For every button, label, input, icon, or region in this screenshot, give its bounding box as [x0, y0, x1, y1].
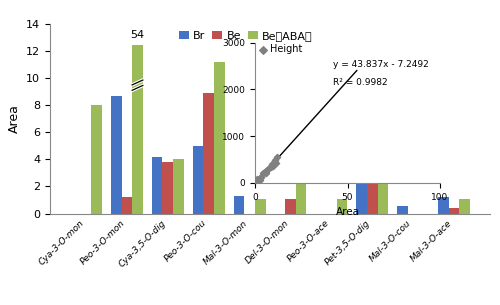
Point	[269, 164, 277, 169]
Point	[266, 165, 274, 170]
Point	[272, 155, 280, 160]
Text: y = 43.837x - 7.2492: y = 43.837x - 7.2492	[332, 59, 428, 69]
Legend: Br, Be, Be（ABA）: Br, Be, Be（ABA）	[174, 26, 318, 45]
Bar	[204, 93, 214, 214]
Bar	[285, 199, 296, 214]
Point	[263, 167, 271, 172]
Point	[260, 170, 268, 175]
Legend: Height: Height	[256, 41, 306, 58]
Bar	[152, 157, 162, 214]
Point	[252, 178, 260, 183]
Text: 54: 54	[130, 30, 144, 40]
X-axis label: Area: Area	[336, 207, 359, 217]
Bar	[367, 174, 378, 213]
Point	[261, 169, 269, 174]
Bar	[438, 197, 448, 213]
Bar	[122, 197, 132, 214]
Bar	[192, 146, 203, 214]
Point	[262, 169, 270, 174]
Point	[267, 165, 275, 170]
Text: R² = 0.9982: R² = 0.9982	[332, 78, 388, 87]
Point	[252, 180, 260, 185]
Bar	[162, 162, 173, 214]
Point	[272, 160, 280, 165]
Bar	[255, 199, 266, 213]
Bar	[111, 96, 122, 214]
Point	[268, 162, 276, 167]
Bar	[173, 160, 184, 214]
Bar	[378, 171, 388, 213]
Bar	[356, 180, 367, 213]
Bar	[336, 199, 347, 214]
Point	[256, 178, 264, 182]
Point	[252, 177, 260, 182]
Bar	[234, 196, 244, 214]
Point	[271, 157, 279, 162]
Bar	[132, 45, 143, 213]
Bar	[448, 208, 460, 214]
Point	[252, 181, 260, 186]
Y-axis label: Area: Area	[8, 105, 20, 133]
Point	[257, 174, 265, 179]
Point	[260, 170, 268, 175]
Point	[258, 175, 266, 180]
Bar	[92, 106, 102, 214]
Bar	[214, 62, 224, 214]
Bar	[460, 199, 470, 213]
Point	[262, 170, 270, 175]
Bar	[397, 206, 408, 213]
Bar	[296, 169, 306, 214]
